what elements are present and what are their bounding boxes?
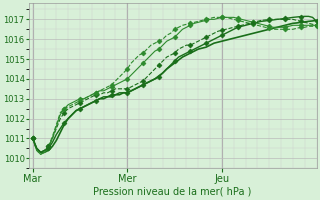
X-axis label: Pression niveau de la mer( hPa ): Pression niveau de la mer( hPa ) — [93, 187, 252, 197]
